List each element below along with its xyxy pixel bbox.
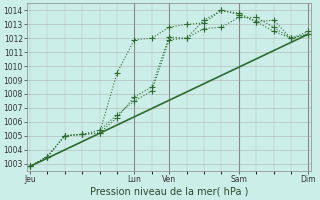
X-axis label: Pression niveau de la mer( hPa ): Pression niveau de la mer( hPa ) <box>90 187 248 197</box>
